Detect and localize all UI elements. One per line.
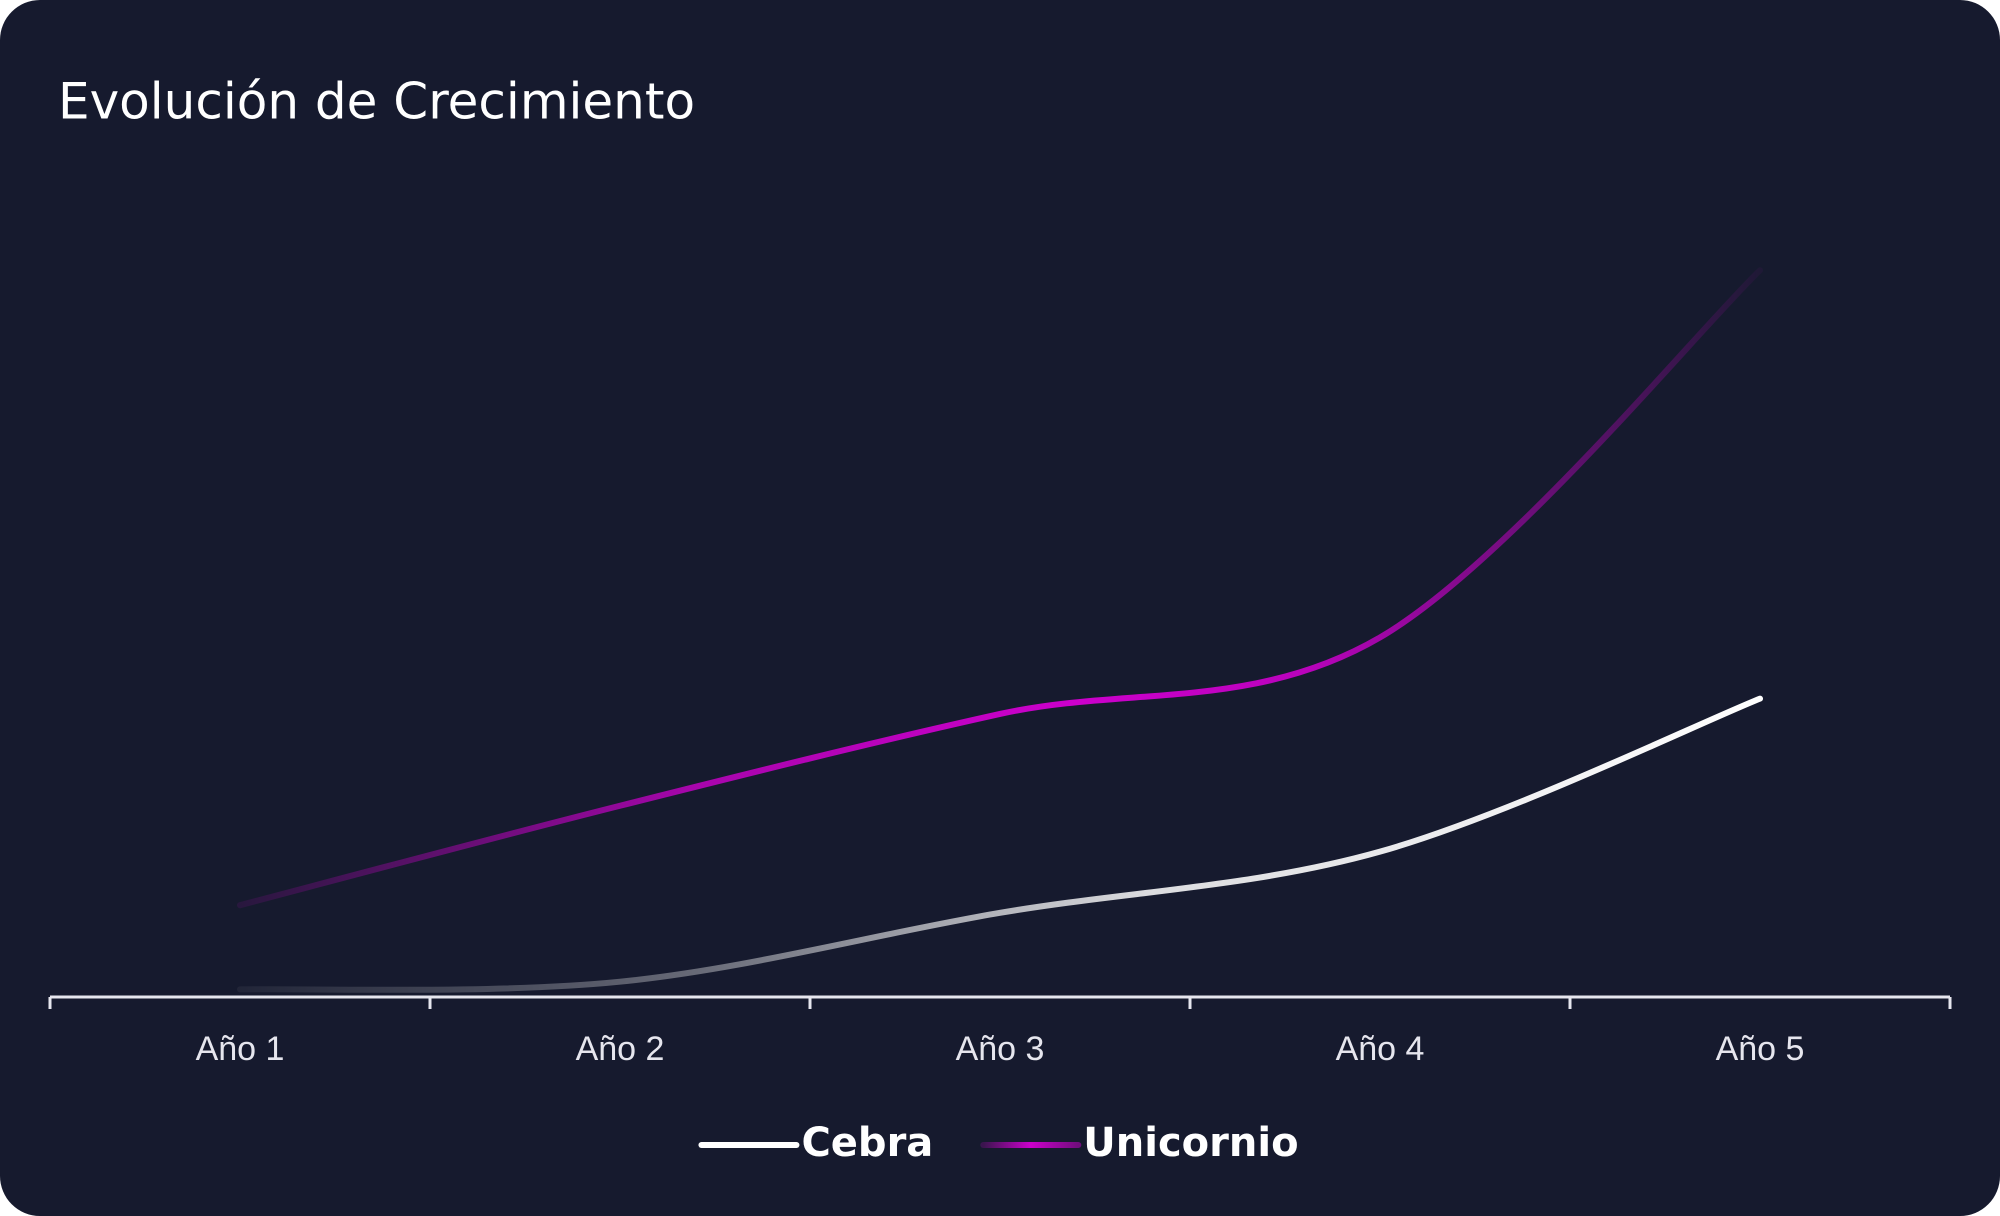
chart-title: Evolución de Crecimiento <box>58 73 695 131</box>
x-tick-label: Año 1 <box>196 1030 285 1068</box>
x-tick-label: Año 2 <box>576 1030 665 1068</box>
legend-label: Cebra <box>801 1120 933 1166</box>
x-tick-label: Año 5 <box>1716 1030 1805 1068</box>
x-tick-label: Año 3 <box>956 1030 1045 1068</box>
series-line <box>237 695 1763 993</box>
series-line <box>237 267 1763 909</box>
legend-label: Unicornio <box>1083 1120 1298 1166</box>
x-tick-label: Año 4 <box>1336 1030 1425 1068</box>
legend: Cebra Unicornio <box>698 1120 1299 1166</box>
